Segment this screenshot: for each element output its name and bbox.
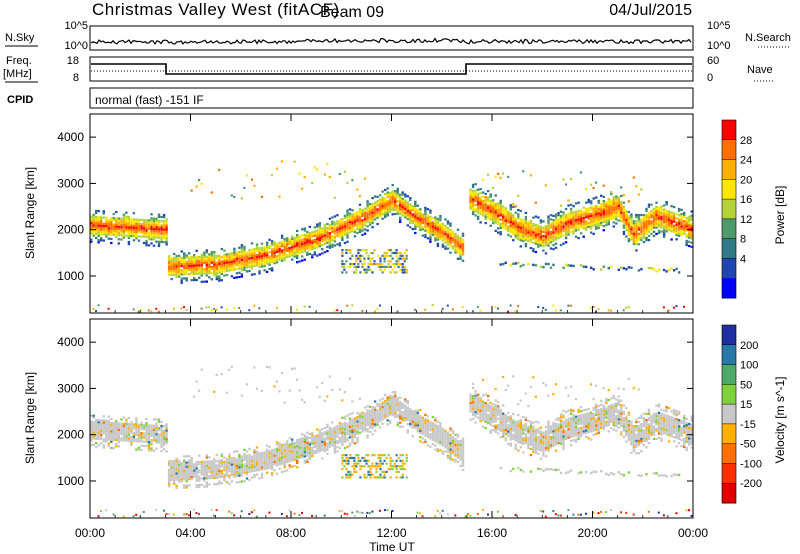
freq-tick-bottom-right: 0 — [707, 72, 713, 84]
nsearch-label: N.Search — [745, 32, 791, 44]
freq-label-line2: [MHz] — [3, 68, 32, 80]
colorbar-tick-label: -50 — [740, 439, 756, 451]
x-tick-label: 12:00 — [376, 526, 406, 540]
colorbar-segment — [722, 218, 736, 240]
y-tick-label: 2000 — [57, 223, 84, 237]
x-tick-label: 00:00 — [678, 526, 708, 540]
freq-tick-bottom-left: 8 — [73, 72, 79, 84]
colorbar-segment — [722, 364, 736, 385]
colorbar-segment — [722, 238, 736, 259]
x-tick-label: 20:00 — [577, 526, 607, 540]
colorbar-segment — [722, 384, 736, 405]
y-tick-label: 4000 — [57, 335, 84, 349]
time-axis: 00:00 04:00 08:00 12:00 16:00 20:00 00:00 — [75, 114, 708, 540]
y-tick-label: 3000 — [57, 381, 84, 395]
station-title: Christmas Valley West (fitACF) — [92, 0, 340, 19]
x-tick-label: 04:00 — [175, 526, 205, 540]
freq-trace — [91, 63, 692, 75]
nsky-tick-top-left: 10^5 — [64, 20, 88, 32]
colorbar-tick-label: 20 — [740, 174, 752, 186]
velocity-colorbar: 200 100 50 15 -15 -50 -100 -200 — [721, 324, 762, 504]
x-tick-label: 08:00 — [276, 526, 306, 540]
colorbar-segment — [722, 199, 736, 220]
nsky-tick-bottom-right: 10^0 — [707, 40, 731, 52]
colorbar-tick-label: -200 — [740, 478, 762, 490]
power-ylabel: Slant Range [km] — [23, 167, 37, 259]
colorbar-tick-label: 8 — [740, 234, 746, 246]
y-tick-label: 1000 — [57, 474, 84, 488]
colorbar-segment — [722, 120, 736, 141]
nsky-tick-bottom-left: 10^0 — [64, 40, 88, 52]
freq-label-line1: Freq. — [6, 55, 32, 67]
beam-label: Beam 09 — [320, 4, 384, 21]
nsky-frame — [89, 25, 694, 51]
y-tick-label: 4000 — [57, 130, 84, 144]
velocity-ylabel: Slant Range [km] — [23, 372, 37, 464]
freq-tick-top-right: 60 — [707, 55, 719, 67]
x-tick-label: 00:00 — [75, 526, 105, 540]
colorbar-tick-label: 100 — [740, 360, 758, 372]
colorbar-tick-label: 12 — [740, 214, 752, 226]
colorbar-segment — [722, 344, 736, 366]
power-cbar-label: Power [dB] — [773, 186, 787, 245]
y-tick-label: 3000 — [57, 176, 84, 190]
nsky-label: N.Sky — [5, 32, 35, 44]
colorbar-segment — [722, 325, 736, 346]
cpid-label: CPID — [7, 94, 33, 106]
colorbar-tick-label: 200 — [740, 340, 758, 352]
colorbar-segment — [722, 463, 736, 484]
colorbar-tick-label: -100 — [740, 458, 762, 470]
colorbar-segment — [722, 179, 736, 200]
date-label: 04/Jul/2015 — [609, 2, 692, 19]
colorbar-segment — [722, 404, 736, 425]
power-y-ticks: 1000 2000 3000 4000 — [57, 130, 693, 283]
velocity-y-ticks: 1000 2000 3000 4000 — [57, 335, 693, 488]
y-tick-label: 1000 — [57, 269, 84, 283]
cpid-value: normal (fast) -151 IF — [95, 93, 204, 107]
x-axis-label: Time UT — [369, 540, 415, 554]
velocity-cbar-label: Velocity [m s^-1] — [773, 377, 787, 464]
colorbar-tick-label: 15 — [740, 399, 752, 411]
freq-frame — [89, 56, 694, 82]
freq-tick-top-left: 18 — [67, 55, 79, 67]
power-colorbar: 28 24 20 16 12 8 4 — [721, 119, 752, 299]
cpid-panel: CPID normal (fast) -151 IF — [7, 87, 694, 109]
power-heatmap — [90, 160, 693, 313]
colorbar-segment — [722, 278, 736, 299]
velocity-heatmap — [90, 365, 693, 518]
colorbar-segment — [722, 483, 736, 504]
power-panel: Slant Range [km] 1000 2000 3000 4000 28 24 20… — [23, 113, 787, 314]
nsky-trace — [90, 37, 692, 45]
colorbar-tick-label: 4 — [740, 253, 746, 265]
nsky-tick-top-right: 10^5 — [707, 20, 731, 32]
colorbar-segment — [722, 443, 736, 464]
x-tick-label: 16:00 — [477, 526, 507, 540]
velocity-frame — [89, 318, 694, 519]
colorbar-segment — [722, 139, 736, 161]
velocity-panel: Slant Range [km] 1000 2000 3000 4000 200 100… — [23, 318, 787, 519]
freq-panel: Freq. [MHz] 18 8 60 0 Nave — [3, 55, 775, 84]
colorbar-tick-label: 28 — [740, 135, 752, 147]
colorbar-segment — [722, 423, 736, 445]
colorbar-tick-label: 16 — [740, 194, 752, 206]
nsky-panel: N.Sky 10^5 10^0 10^5 10^0 N.Search — [5, 20, 791, 52]
colorbar-tick-label: 50 — [740, 379, 752, 391]
colorbar-tick-label: -15 — [740, 419, 756, 431]
colorbar-segment — [722, 258, 736, 279]
colorbar-segment — [722, 159, 736, 180]
y-tick-label: 2000 — [57, 428, 84, 442]
nave-label: Nave — [747, 64, 773, 76]
cpid-frame — [89, 87, 694, 109]
colorbar-tick-label: 24 — [740, 155, 752, 167]
